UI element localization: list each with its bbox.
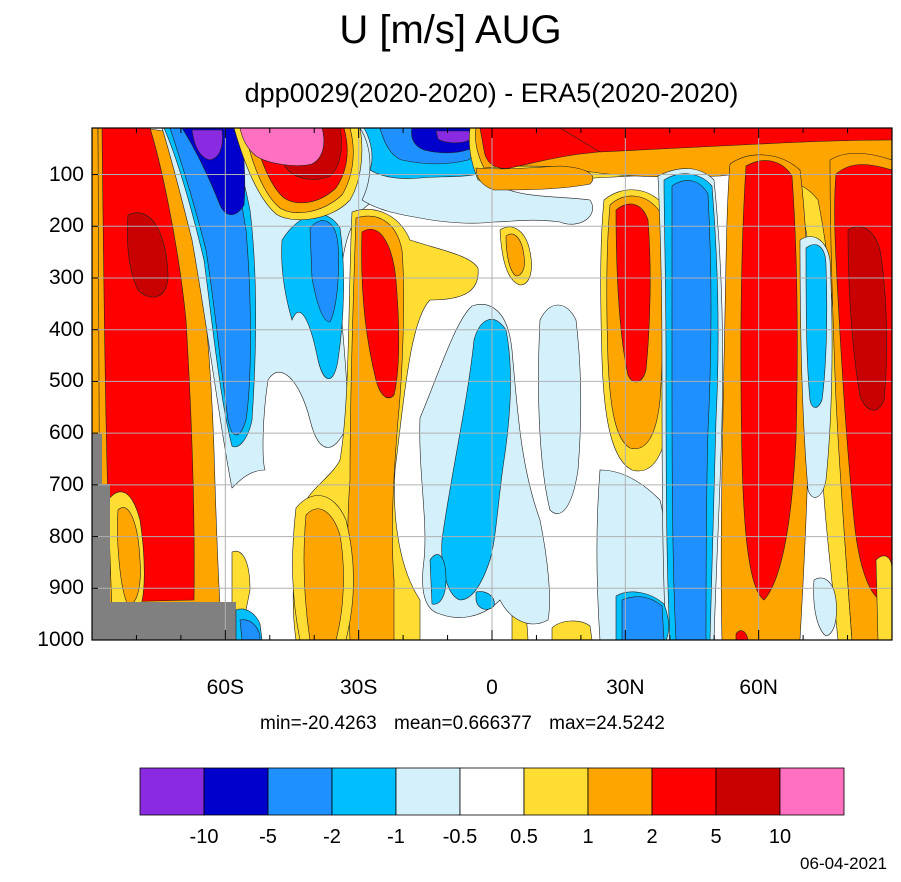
plot-frame [91, 127, 893, 641]
chart-title: U [m/s] AUG [339, 8, 562, 52]
ytick-label-7: 800 [48, 524, 84, 548]
ytick-label-2: 300 [48, 265, 84, 289]
xtick-label-0: 60S [206, 676, 245, 699]
grid-lines [92, 128, 892, 640]
contour-sh-up-pink [239, 128, 325, 166]
colorbar-box-2 [267, 767, 333, 816]
contour-sh-trop-cyan [441, 319, 511, 601]
colorbar-box-0 [139, 767, 205, 816]
contour-sh-jet [101, 128, 195, 603]
field-statistics: min=-20.4263 mean=0.666377 max=24.5242 [260, 712, 677, 736]
colorbar-box-6 [523, 767, 589, 816]
stat-mean: mean=0.666377 [394, 713, 532, 734]
colorbar-label-7: 2 [646, 826, 658, 848]
contour-sh-sfc-yel2 [551, 620, 593, 640]
xtick-label-2: 0 [486, 676, 498, 699]
filled-contours [92, 128, 892, 640]
xtick-label-4: 60N [739, 676, 778, 699]
ytick-label-1: 200 [48, 214, 84, 238]
contour-sh-s30-red [361, 229, 400, 399]
terrain-mask-upper [92, 434, 110, 602]
contour-sh-jet-core [127, 212, 169, 298]
colorbar-label-3: -1 [387, 826, 405, 848]
contour-sh-trop-cyan-lo2 [475, 591, 495, 610]
contour-sh-sfc-blue [239, 619, 261, 640]
ytick-label-4: 500 [48, 369, 84, 393]
colorbar-box-3 [331, 767, 397, 816]
ytick-label-9: 1000 [37, 628, 84, 651]
colorbar-label-2: -2 [323, 826, 341, 848]
contour-sh-s40-org [303, 508, 344, 640]
xtick-label-3: 30N [606, 676, 645, 699]
contour-sh-neg-purple [191, 129, 223, 161]
colorbar-box-10 [779, 767, 845, 816]
colorbar-box-4 [395, 767, 461, 816]
colorbar-label-8: 5 [710, 826, 722, 848]
contour-sh-n60-red [740, 160, 798, 601]
colorbar-label-1: -5 [259, 826, 277, 848]
contour-sh-n60-sfc-red [735, 630, 749, 640]
ytick-label-8: 900 [48, 576, 84, 600]
colorbar-label-6: 1 [582, 826, 594, 848]
contour-sh-low-org [117, 507, 141, 606]
ytick-label-3: 400 [48, 317, 84, 341]
contour-sh-n80-dred [847, 226, 887, 411]
stat-min: min=-20.4263 [260, 713, 377, 734]
contour-sh-n30-sfc-blue [621, 596, 665, 640]
colorbar [139, 767, 845, 816]
contour-sh-sub-blue [309, 220, 339, 323]
contour-sh-n80-sfc-yel [875, 555, 892, 640]
colorbar-box-7 [587, 767, 653, 816]
terrain-mask-lower [92, 602, 236, 640]
contour-sh-eq-org [505, 233, 525, 277]
contour-sh-n70-sfc-light [813, 577, 837, 637]
colorbar-box-9 [715, 767, 781, 816]
colorbar-label-9: 10 [768, 826, 792, 848]
contour-sh-trop-light2 [538, 304, 582, 514]
colorbar-box-1 [203, 767, 269, 816]
stat-max: max=24.5242 [549, 713, 665, 734]
contour-fields [92, 128, 892, 640]
colorbar-label-0: -10 [189, 826, 219, 848]
xtick-label-1: 30S [339, 676, 378, 699]
contour-sh-n70-cyan [805, 244, 828, 408]
ytick-label-5: 600 [48, 421, 84, 445]
contour-sh-eq-org-top [475, 165, 594, 191]
contour-sh-n30-red [615, 203, 651, 383]
ytick-label-6: 700 [48, 472, 84, 496]
contour-sh-n40-blue [671, 180, 712, 640]
colorbar-label-5: 0.5 [510, 826, 538, 848]
ytick-label-0: 100 [48, 162, 84, 186]
chart-subtitle: dpp0029(2020-2020) - ERA5(2020-2020) [244, 78, 739, 108]
contour-sh-nh-red2 [559, 128, 892, 153]
colorbar-box-5 [459, 767, 525, 816]
colorbar-label-4: -0.5 [442, 826, 478, 848]
contour-sh-drift-yel [231, 550, 251, 611]
colorbar-box-8 [651, 767, 717, 816]
contour-sh-trop-cyan-lo [429, 554, 447, 605]
date-stamp: 06-04-2021 [800, 854, 887, 873]
